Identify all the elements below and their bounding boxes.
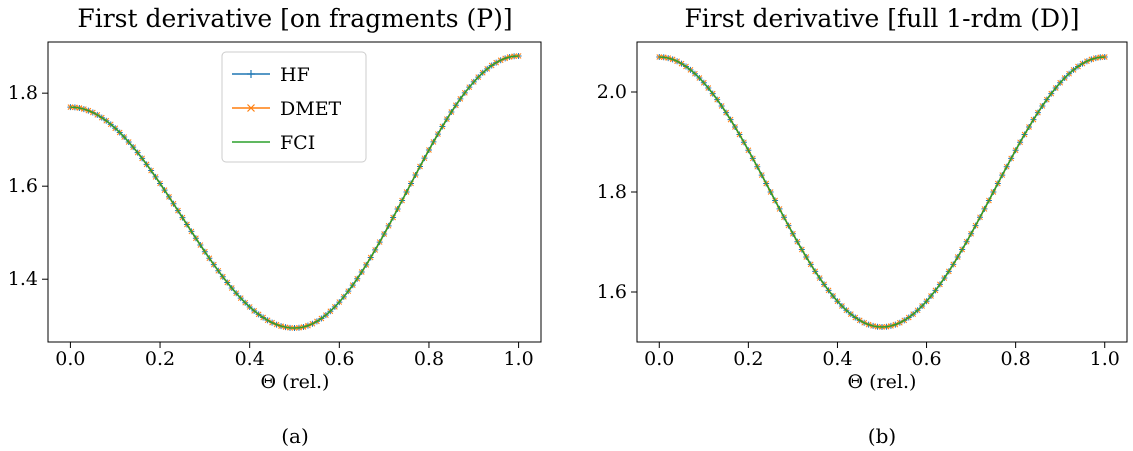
plot-frame-a xyxy=(47,41,542,343)
legend-label-dmet: DMET xyxy=(280,98,342,120)
series-line-fci-a xyxy=(70,55,519,329)
point-dmet-a xyxy=(67,104,74,110)
x-axis-label-a: Θ (rel.) xyxy=(261,371,330,393)
x-axis-label-b: Θ (rel.) xyxy=(848,371,917,393)
x-tick-label-b: 0.0 xyxy=(644,348,674,370)
series-group-a xyxy=(67,52,522,332)
x-tick-label-a: 1.0 xyxy=(503,348,533,370)
plot-frame-b xyxy=(636,41,1128,343)
x-tick-label-b: 0.2 xyxy=(733,348,763,370)
x-tick-label-b: 0.4 xyxy=(822,348,852,370)
x-tick-label-b: 0.6 xyxy=(911,348,941,370)
y-tick-label-b: 1.6 xyxy=(597,281,627,303)
x-tick-label-a: 0.2 xyxy=(145,348,175,370)
y-tick-label-b: 2.0 xyxy=(597,81,627,103)
x-tick-label-a: 0.6 xyxy=(324,348,354,370)
chart-title-a: First derivative [on fragments (P)] xyxy=(77,4,512,33)
series-line-fci-b xyxy=(659,56,1105,328)
legend-label-hf: HF xyxy=(280,64,310,86)
chart-panel-a: First derivative [on fragments (P)] Θ (r… xyxy=(8,4,542,448)
x-tick-label-a: 0.8 xyxy=(414,348,444,370)
x-tick-label-a: 0.0 xyxy=(55,348,85,370)
caption-b: (b) xyxy=(868,424,896,448)
series-line-hf-b xyxy=(659,56,1105,328)
series-line-dmet-b xyxy=(659,56,1105,328)
x-tick-label-a: 0.4 xyxy=(235,348,265,370)
y-tick-label-a: 1.4 xyxy=(8,268,38,290)
chart-title-b: First derivative [full 1-rdm (D)] xyxy=(684,4,1079,33)
x-tick-label-b: 0.8 xyxy=(1001,348,1031,370)
legend-marker-hf xyxy=(247,70,255,78)
x-tick-label-b: 1.0 xyxy=(1090,348,1120,370)
y-tick-label-a: 1.6 xyxy=(8,175,38,197)
legend-box xyxy=(221,51,367,163)
chart-panel-b: First derivative [full 1-rdm (D)] Θ (rel… xyxy=(597,4,1128,448)
legend-a: HF DMET FCI xyxy=(221,51,367,163)
y-tick-label-b: 1.8 xyxy=(597,181,627,203)
caption-a: (a) xyxy=(281,424,309,448)
point-dmet-a xyxy=(515,53,522,59)
legend-marker-dmet xyxy=(247,104,255,112)
y-tick-label-a: 1.8 xyxy=(8,82,38,104)
legend-label-fci: FCI xyxy=(280,132,315,154)
series-group-b xyxy=(656,54,1108,330)
